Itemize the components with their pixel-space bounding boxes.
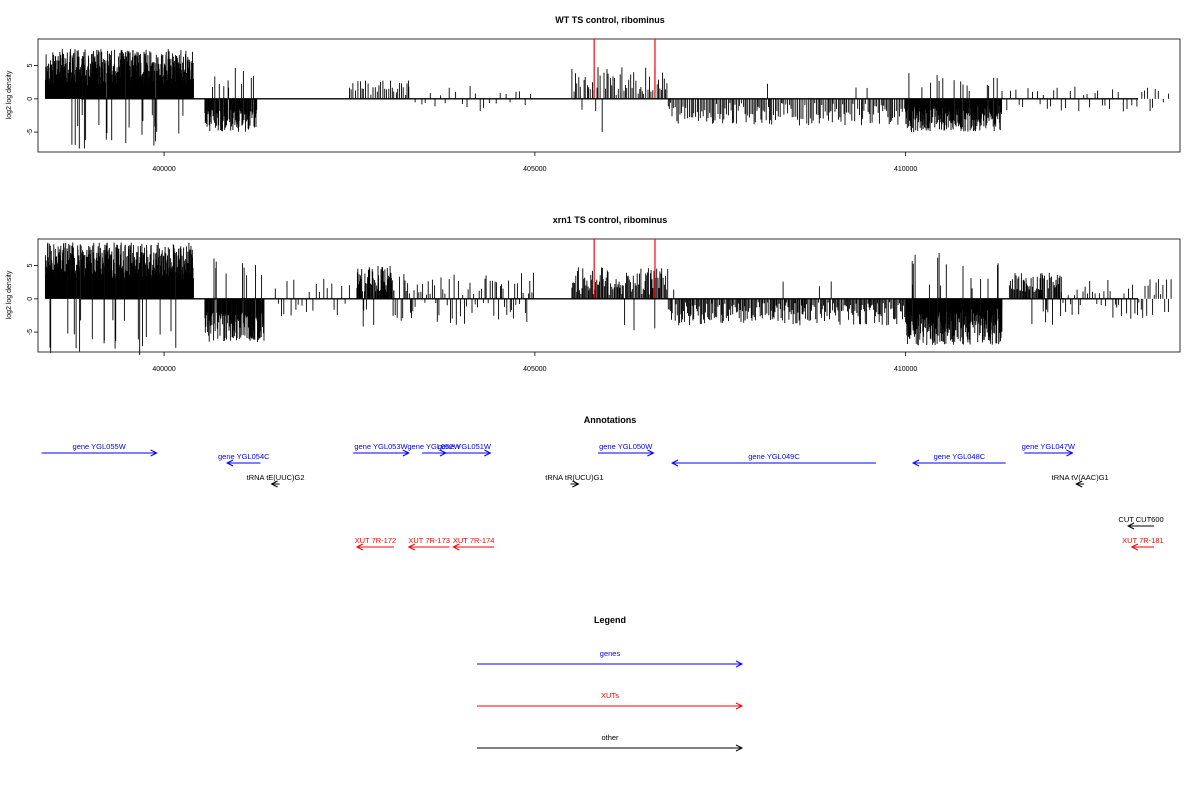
annotation-arrow bbox=[355, 543, 394, 551]
annotation-arrow bbox=[1126, 522, 1155, 530]
arrowhead-icon bbox=[484, 449, 492, 457]
annotation-label: gene YGL048C bbox=[934, 452, 986, 461]
annotation-label: gene YGL049C bbox=[748, 452, 800, 461]
axis-layer-wt: -5 0 5 400000 405000 410000 bbox=[27, 64, 917, 173]
annotation-label: XUT 7R-173 bbox=[408, 536, 450, 545]
legend-title: Legend bbox=[594, 615, 626, 625]
x-tick-label: 400000 bbox=[152, 366, 175, 373]
y-tick-label: 0 bbox=[27, 297, 34, 301]
y-axis-label-wt: log2 log density bbox=[6, 70, 13, 119]
chart-panel-wt: WT TS control, ribominus log2 log densit… bbox=[6, 15, 1181, 173]
arrowhead-icon bbox=[670, 459, 679, 467]
x-tick-label: 410000 bbox=[894, 166, 917, 173]
plot-frame-wt bbox=[37, 38, 1181, 153]
annotation-label: gene YGL051W bbox=[438, 442, 492, 451]
y-axis-label-xrn1: log2 log density bbox=[6, 270, 13, 319]
annotation-label: gene YGL052W bbox=[407, 442, 461, 451]
annotations-title: Annotations bbox=[584, 415, 637, 425]
annotation-label: CUT CUT600 bbox=[1118, 515, 1163, 524]
arrowhead-icon bbox=[150, 449, 158, 457]
arrowhead-icon bbox=[270, 480, 278, 488]
arrowhead-icon bbox=[407, 543, 416, 551]
annotation-label: gene YGL047W bbox=[1022, 442, 1076, 451]
annotation-arrow bbox=[407, 543, 450, 551]
legend-arrow bbox=[477, 660, 744, 668]
annotation-label: XUT 7R-172 bbox=[355, 536, 397, 545]
x-tick-label: 405000 bbox=[523, 366, 546, 373]
legend-label: genes bbox=[600, 649, 621, 658]
x-tick-label: 405000 bbox=[523, 166, 546, 173]
arrowhead-icon bbox=[225, 459, 234, 467]
annotation-arrow bbox=[438, 449, 492, 457]
annotation-label: tRNA tV(AAC)G1 bbox=[1052, 473, 1109, 482]
arrowhead-icon bbox=[355, 543, 364, 551]
annotation-arrow bbox=[353, 449, 410, 457]
annotation-arrow bbox=[270, 480, 280, 488]
legend-arrow bbox=[477, 702, 744, 710]
chart-panel-xrn1: xrn1 TS control, ribominus log2 log dens… bbox=[6, 215, 1181, 373]
x-tick-label: 410000 bbox=[894, 366, 917, 373]
arrowhead-icon bbox=[452, 543, 460, 551]
annotation-arrow bbox=[1075, 480, 1085, 488]
arrowhead-icon bbox=[1075, 480, 1083, 488]
arrowhead-icon bbox=[735, 660, 744, 668]
annotation-arrow bbox=[225, 459, 261, 467]
arrowhead-icon bbox=[402, 449, 410, 457]
annotation-arrow bbox=[670, 459, 876, 467]
arrowhead-icon bbox=[1066, 449, 1074, 457]
legend-label: other bbox=[601, 733, 619, 742]
annotation-label: XUT 7R-181 bbox=[1122, 536, 1164, 545]
annotation-arrow bbox=[570, 480, 580, 488]
y-tick-label: 0 bbox=[27, 97, 34, 101]
bar-layer-wt bbox=[44, 39, 1170, 149]
axis-layer-xrn1: -5 0 5 400000 405000 410000 bbox=[27, 264, 917, 373]
y-tick-label: 5 bbox=[27, 264, 34, 268]
arrowhead-icon bbox=[647, 449, 655, 457]
arrowhead-icon bbox=[1130, 543, 1139, 551]
annotation-label: gene YGL050W bbox=[599, 442, 653, 451]
annotation-arrow bbox=[1024, 449, 1074, 457]
arrowhead-icon bbox=[911, 459, 920, 467]
y-tick-label: 5 bbox=[27, 64, 34, 68]
x-tick-label: 400000 bbox=[152, 166, 175, 173]
bar-layer-xrn1 bbox=[44, 239, 1172, 355]
annotation-label: tRNA tR(UCU)G1 bbox=[545, 473, 603, 482]
annotation-label: gene YGL053W bbox=[354, 442, 408, 451]
arrowhead-icon bbox=[735, 702, 744, 710]
chart-title-xrn1: xrn1 TS control, ribominus bbox=[553, 215, 668, 225]
annotation-arrow bbox=[911, 459, 1006, 467]
arrowhead-icon bbox=[572, 480, 580, 488]
annotation-arrow bbox=[597, 449, 655, 457]
annotation-label: gene YGL054C bbox=[218, 452, 270, 461]
legend-arrow bbox=[477, 744, 744, 752]
annotation-arrow bbox=[41, 449, 158, 457]
legend-panel: Legend genes XUTs other bbox=[477, 615, 744, 752]
annotation-label: gene YGL055W bbox=[73, 442, 127, 451]
annotation-arrow bbox=[452, 543, 495, 551]
chart-title-wt: WT TS control, ribominus bbox=[555, 15, 665, 25]
annotation-label: XUT 7R-174 bbox=[453, 536, 495, 545]
plot-frame-xrn1 bbox=[37, 238, 1181, 353]
y-tick-label: -5 bbox=[27, 129, 34, 135]
legend-label: XUTs bbox=[601, 691, 619, 700]
annotation-label: tRNA tE(UUC)G2 bbox=[247, 473, 305, 482]
annotations-panel: Annotations gene YGL055W gene YGL054C tRNA… bbox=[41, 415, 1164, 551]
annotation-arrow bbox=[1130, 543, 1155, 551]
arrowhead-icon bbox=[735, 744, 744, 752]
arrowhead-icon bbox=[1126, 522, 1135, 530]
y-tick-label: -5 bbox=[27, 329, 34, 335]
